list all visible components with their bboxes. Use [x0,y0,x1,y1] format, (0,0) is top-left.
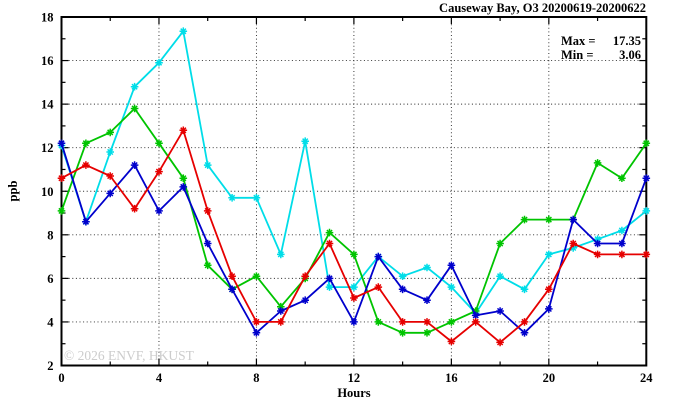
ytick-label-10: 10 [41,185,54,199]
ytick-label-2: 2 [47,359,53,373]
xtick-label-20: 20 [543,371,556,385]
stat-max-value: 17.35 [613,34,641,48]
xtick-label-16: 16 [445,371,458,385]
ytick-label-12: 12 [41,141,54,155]
xtick-label-12: 12 [348,371,361,385]
chart-title: Causeway Bay, O3 20200619-20200622 [439,1,646,15]
ytick-label-4: 4 [47,315,54,329]
stat-min-value: 3.06 [619,48,641,62]
xtick-label-24: 24 [640,371,653,385]
ytick-label-18: 18 [41,11,54,25]
y-axis-label: ppb [6,181,20,202]
stat-min-label: Min = [561,48,593,62]
ytick-label-14: 14 [41,98,54,112]
xtick-label-8: 8 [253,371,259,385]
stat-max-label: Max = [561,34,596,48]
series-green-markers [57,104,651,337]
xtick-label-0: 0 [58,371,64,385]
ytick-label-6: 6 [47,272,53,286]
watermark-text: © 2026 ENVF, HKUST [64,348,195,363]
x-axis-label: Hours [337,386,370,400]
ytick-label-16: 16 [41,54,54,68]
series-blue-markers [57,139,651,337]
ytick-label-8: 8 [47,228,53,242]
xtick-label-4: 4 [156,371,163,385]
series-red-markers [57,126,651,347]
